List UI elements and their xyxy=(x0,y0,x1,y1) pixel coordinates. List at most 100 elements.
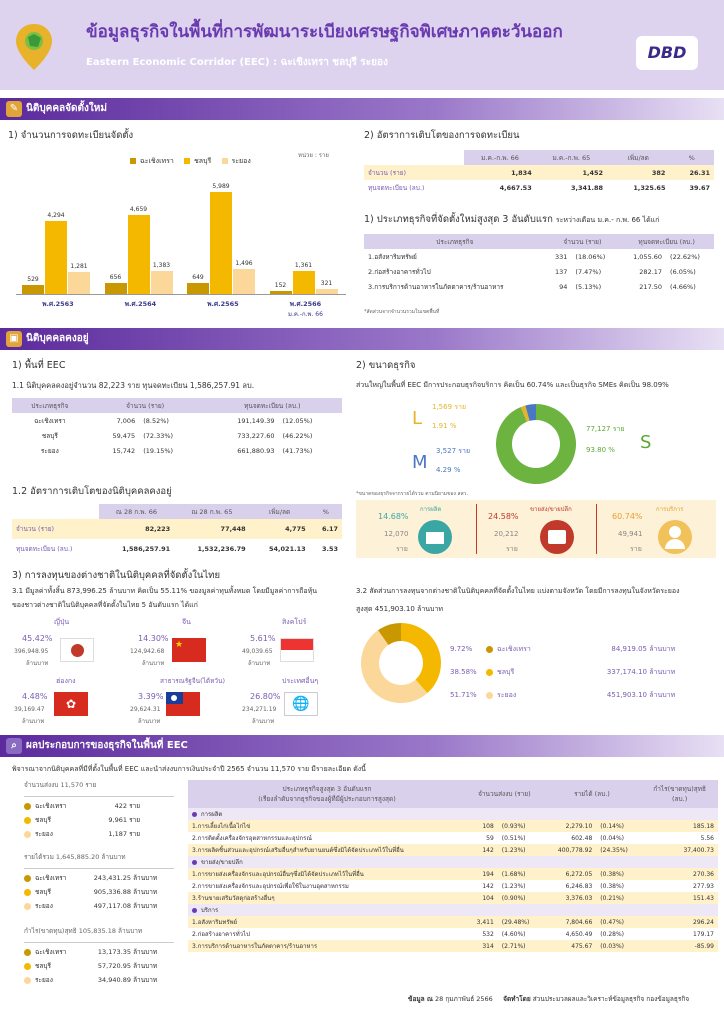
table-row: 1.การขายส่งเครื่องจักรและอุปกรณ์อื่นๆซึ่… xyxy=(188,868,718,880)
data-label: 5,989 xyxy=(212,183,230,191)
briefcase-icon: ▣ xyxy=(6,331,22,347)
province-list: 9.72% ฉะเชิงเทรา 84,919.05 ล้านบาท 38.58% ชล… xyxy=(450,644,720,713)
province-item: 38.58% ชลบุรี 337,174.10 ล้านบาท xyxy=(450,668,676,676)
table-header: จำนวนส่งงบ (ราย) xyxy=(465,780,543,808)
size-l-count: 1,569 ราย xyxy=(432,403,467,411)
data-label: 1,383 xyxy=(152,261,171,269)
sector-name: การบริการ xyxy=(656,506,684,513)
sector-count: 12,070 xyxy=(384,530,409,538)
area-table: ประเภทธุรกิจ จำนวน (ราย) ทุนจดทะเบียน (ลบ.… xyxy=(12,398,342,458)
performance-summary: รายได้รวม 1,645,885.20 ล้านบาท ฉะเชิงเทร… xyxy=(24,852,174,915)
size-s-count: 77,127 ราย xyxy=(586,425,625,433)
size-m-pct: 4.29 % xyxy=(436,466,461,474)
country-unit: ล้านบาท xyxy=(138,718,161,725)
summary-row: ระยอง 497,117.08 ล้านบาท xyxy=(24,901,174,915)
section-title-top3: 1) ประเภทธุรกิจที่จัดตั้งใหม่สูงสุด 3 อั… xyxy=(364,214,660,225)
province-investment-text: 3.2 สัดส่วนการลงทุนจากต่างชาติในนิติบุคค… xyxy=(356,587,680,595)
summary-row: ระยอง 34,940.89 ล้านบาท xyxy=(24,975,174,989)
registration-bar-chart: 529 4,294 1,281 656 4,659 1,383 649 5,989 1,496 1… xyxy=(16,170,346,294)
province-donut-chart xyxy=(361,623,441,703)
bar xyxy=(269,291,292,294)
bar xyxy=(127,214,150,294)
size-m-count: 3,527 ราย xyxy=(436,447,471,455)
performance-intro: พิจารณาจากนิติบุคคลที่มีที่ตั้งในพื้นที่… xyxy=(12,765,366,773)
china-flag-icon: ★ xyxy=(172,638,206,662)
country-unit: ล้านบาท xyxy=(26,660,49,667)
size-note: *ขนาดของธุรกิจจากรายได้รวม ตามนิยามของ ส… xyxy=(356,491,469,497)
country-pct: 4.48% xyxy=(22,692,48,701)
world-map-icon: 🌐 xyxy=(284,692,318,716)
donut-slice xyxy=(525,404,536,421)
tick-note: ม.ค.-ก.พ. 66 xyxy=(288,311,323,318)
table-header: รายได้ (ลบ.) xyxy=(542,780,642,808)
country-name: จีน xyxy=(182,618,191,626)
table-row: 2.ก่อสร้างอาคารทั่วไป 532 (4.60%) 4,650.49(… xyxy=(192,930,714,939)
size-l-pct: 1.91 % xyxy=(432,422,457,430)
country-name: ประเทศอื่นๆ xyxy=(282,677,319,685)
area-text: 1.1 นิติบุคคลคงอยู่จำนวน 82,223 ราย ทุนจ… xyxy=(12,381,255,390)
size-donut-chart xyxy=(496,404,576,484)
top3-table: ประเภทธุรกิจ จำนวน (ราย) ทุนจดทะเบียน (ลบ.… xyxy=(364,234,714,294)
bar xyxy=(104,282,127,294)
sector-panel xyxy=(356,500,716,558)
data-label: 152 xyxy=(274,282,287,290)
magnifier-icon: ⌕ xyxy=(6,738,22,754)
data-label: 1,361 xyxy=(294,261,313,269)
table-header: กำไร(ขาดทุน)สุทธิ (ลบ.) xyxy=(641,780,718,808)
cash-register-icon xyxy=(540,520,574,554)
size-m-letter: M xyxy=(412,452,428,473)
foreign-investment-text: 3.1 มีมูลค่าทั้งสิ้น 873,996.25 ล้านบาท … xyxy=(12,587,317,595)
bar xyxy=(45,221,67,294)
foreign-investment-text: ของชาวต่างชาติในนิติบุคคลที่จัดตั้งในไทย… xyxy=(12,601,198,609)
footnote: *สัดส่วนจากจำนวนรวมในเขตพื้นที่ xyxy=(364,309,440,315)
growth-table: ม.ค.-ก.พ. 66 ม.ค.-ก.พ. 65 เพิ่ม/ลด% จำนวน … xyxy=(364,150,714,195)
country-pct: 26.80% xyxy=(250,692,281,701)
table-row: 2.การขายส่งเครื่องจักรและอุปกรณ์เพื่อใช้… xyxy=(192,882,714,891)
unit-label: หน่วย : ราย xyxy=(298,152,329,159)
donut-slice xyxy=(520,405,530,422)
country-unit: ล้านบาท xyxy=(248,660,271,667)
sector-count: 49,941 xyxy=(618,530,643,538)
country-value: 49,039.65 xyxy=(242,648,273,655)
province-investment-text: สูงสุด 451,903.10 ล้านบาท xyxy=(356,605,444,613)
legend-label: ฉะเชิงเทรา xyxy=(140,157,174,165)
donut-slice xyxy=(361,630,428,703)
bar xyxy=(68,272,90,294)
bar xyxy=(292,270,315,294)
donut-slice xyxy=(496,404,576,484)
performance-summary: จำนวนส่งงบ 11,570 ราย ฉะเชิงเทรา 422 ราย … xyxy=(24,780,174,956)
size-s-pct: 93.80 % xyxy=(586,446,615,454)
table-category-row: การผลิต xyxy=(188,808,718,820)
legend-swatch xyxy=(130,158,136,164)
country-value: 396,948.95 xyxy=(14,648,49,655)
bar xyxy=(150,270,173,294)
tick-label: พ.ศ.2564 xyxy=(124,300,157,308)
summary-title: รายได้รวม 1,645,885.20 ล้านบาท xyxy=(24,853,126,861)
legend-label: ระยอง xyxy=(231,157,251,165)
japan-flag-icon xyxy=(60,638,94,662)
legend-label: ชลบุรี xyxy=(194,157,212,165)
table-category-row: บริการ xyxy=(188,904,718,916)
section-band-new: ✎ นิติบุคคลจัดตั้งใหม่ xyxy=(0,98,724,120)
divider xyxy=(476,504,477,554)
data-label: 4,659 xyxy=(129,205,148,213)
table-row: 2.การติดตั้งเครื่องจักรอุตสาหกรรมและอุปก… xyxy=(192,834,714,843)
summary-row: ระยอง 1,187 ราย xyxy=(24,829,174,843)
country-value: 29,624.31 xyxy=(130,706,161,713)
sector-pct: 24.58% xyxy=(488,512,519,521)
section-title-registrations: 1) จำนวนการจดทะเบียนจัดตั้ง xyxy=(8,130,134,141)
data-label: 529 xyxy=(27,276,39,284)
table-row: 3.การบริการด้านอาหารในภัตตาคาร/ร้านอาหาร… xyxy=(188,940,718,952)
donut-slice xyxy=(401,623,441,694)
service-person-icon xyxy=(658,520,692,554)
tick-label: พ.ศ.2566 xyxy=(289,300,322,308)
table-row: 3.ร้านขายเสริมวัสดุก่อสร้างอื่นๆ 104 (0.90… xyxy=(188,892,718,904)
page-subtitle: Eastern Economic Corridor (EEC) : ฉะเชิง… xyxy=(86,57,388,68)
sector-count: 20,212 xyxy=(494,530,519,538)
sector-name: การผลิต xyxy=(420,506,442,513)
bar xyxy=(187,283,209,294)
chart-axis xyxy=(16,294,346,295)
country-pct: 45.42% xyxy=(22,634,53,643)
country-name: สิงคโปร์ xyxy=(282,618,307,626)
summary-row: ชลบุรี 57,720.95 ล้านบาท xyxy=(24,961,174,975)
